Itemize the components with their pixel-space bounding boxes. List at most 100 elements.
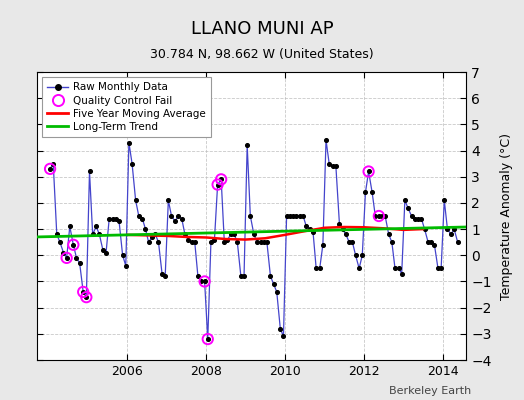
Point xyxy=(395,265,403,272)
Point xyxy=(181,231,189,238)
Point xyxy=(154,239,162,245)
Point xyxy=(59,250,68,256)
Point xyxy=(237,273,245,280)
Point xyxy=(207,239,215,245)
Point xyxy=(217,176,225,182)
Point xyxy=(266,273,275,280)
Point xyxy=(217,176,225,182)
Point xyxy=(92,223,101,230)
Point xyxy=(443,226,452,232)
Point xyxy=(46,166,54,172)
Point xyxy=(151,231,159,238)
Point xyxy=(49,160,58,167)
Point xyxy=(69,242,78,248)
Point xyxy=(246,213,255,219)
Point xyxy=(447,231,455,238)
Point xyxy=(79,289,88,295)
Point xyxy=(200,278,209,285)
Point xyxy=(69,242,78,248)
Point xyxy=(312,265,320,272)
Point xyxy=(128,160,136,167)
Point xyxy=(434,265,442,272)
Text: 30.784 N, 98.662 W (United States): 30.784 N, 98.662 W (United States) xyxy=(150,48,374,61)
Point xyxy=(292,213,301,219)
Point xyxy=(105,216,113,222)
Point xyxy=(263,239,271,245)
Point xyxy=(437,265,445,272)
Point xyxy=(102,250,110,256)
Point xyxy=(203,336,212,342)
Point xyxy=(164,197,172,204)
Point xyxy=(345,239,354,245)
Point xyxy=(122,262,130,269)
Point xyxy=(375,213,383,219)
Point xyxy=(315,265,324,272)
Point xyxy=(125,140,133,146)
Point xyxy=(72,255,81,261)
Point xyxy=(95,231,104,238)
Point xyxy=(52,231,61,238)
Point xyxy=(427,239,435,245)
Point xyxy=(66,223,74,230)
Point xyxy=(289,213,298,219)
Point xyxy=(361,189,369,196)
Point xyxy=(194,273,202,280)
Point xyxy=(220,239,228,245)
Y-axis label: Temperature Anomaly (°C): Temperature Anomaly (°C) xyxy=(500,132,513,300)
Point xyxy=(203,336,212,342)
Point xyxy=(145,239,153,245)
Point xyxy=(118,252,127,258)
Point xyxy=(282,213,291,219)
Point xyxy=(148,234,156,240)
Point xyxy=(302,223,311,230)
Text: LLANO MUNI AP: LLANO MUNI AP xyxy=(191,20,333,38)
Point xyxy=(355,265,363,272)
Point xyxy=(174,213,182,219)
Point xyxy=(296,213,304,219)
Point xyxy=(414,216,422,222)
Point xyxy=(404,205,412,211)
Point xyxy=(299,213,308,219)
Point xyxy=(309,228,317,235)
Legend: Raw Monthly Data, Quality Control Fail, Five Year Moving Average, Long-Term Tren: Raw Monthly Data, Quality Control Fail, … xyxy=(42,77,211,137)
Point xyxy=(276,325,285,332)
Point xyxy=(178,216,186,222)
Point xyxy=(381,213,389,219)
Point xyxy=(407,213,416,219)
Point xyxy=(210,236,219,243)
Point xyxy=(391,265,399,272)
Point xyxy=(46,166,54,172)
Point xyxy=(79,289,88,295)
Point xyxy=(161,273,169,280)
Point xyxy=(410,216,419,222)
Point xyxy=(424,239,432,245)
Point xyxy=(188,239,196,245)
Point xyxy=(62,255,71,261)
Point xyxy=(108,216,117,222)
Point xyxy=(453,239,462,245)
Point xyxy=(233,239,242,245)
Point xyxy=(279,333,288,340)
Point xyxy=(348,239,357,245)
Point xyxy=(272,289,281,295)
Point xyxy=(305,226,314,232)
Text: Berkeley Earth: Berkeley Earth xyxy=(389,386,472,396)
Point xyxy=(335,221,344,227)
Point xyxy=(430,242,439,248)
Point xyxy=(329,163,337,170)
Point xyxy=(75,260,84,266)
Point xyxy=(417,216,425,222)
Point xyxy=(388,239,396,245)
Point xyxy=(171,218,179,224)
Point xyxy=(319,242,327,248)
Point xyxy=(286,213,294,219)
Point xyxy=(243,142,252,148)
Point xyxy=(269,281,278,287)
Point xyxy=(420,226,429,232)
Point xyxy=(135,213,143,219)
Point xyxy=(375,213,383,219)
Point xyxy=(440,197,449,204)
Point xyxy=(213,181,222,188)
Point xyxy=(240,273,248,280)
Point xyxy=(358,252,366,258)
